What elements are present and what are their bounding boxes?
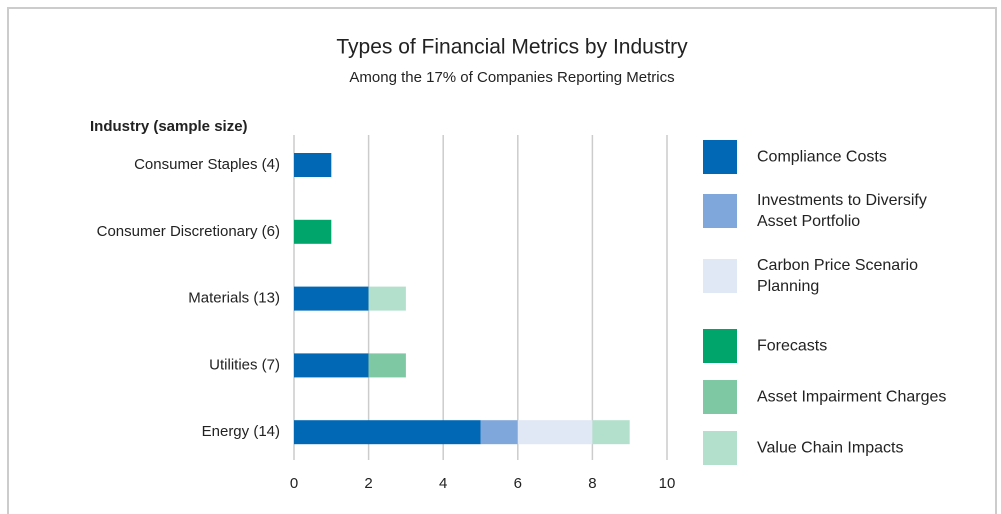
bar-segment xyxy=(517,420,593,445)
x-tick-label: 6 xyxy=(514,475,522,492)
legend-swatch xyxy=(703,259,737,293)
x-tick-label: 4 xyxy=(439,475,447,492)
y-tick-label: Materials (13) xyxy=(188,290,280,307)
bar-segment xyxy=(294,420,481,445)
bar-segment xyxy=(480,420,518,445)
bar-segment xyxy=(294,353,369,378)
legend-label: Value Chain Impacts xyxy=(757,439,904,457)
x-tick-label: 2 xyxy=(364,475,372,492)
x-tick-label: 8 xyxy=(588,475,596,492)
legend-label: Compliance Costs xyxy=(757,148,887,166)
bar-segment xyxy=(294,153,332,177)
bar-segment xyxy=(368,286,406,311)
chart-subtitle: Among the 17% of Companies Reporting Met… xyxy=(349,69,674,86)
legend-label: Asset Impairment Charges xyxy=(757,388,947,406)
y-tick-label: Consumer Staples (4) xyxy=(134,156,280,173)
legend-label: Investments to Diversify Asset Portfolio xyxy=(757,192,927,230)
x-tick-label: 0 xyxy=(290,475,298,492)
bar-segment xyxy=(294,286,369,311)
y-tick-label: Utilities (7) xyxy=(209,356,280,373)
x-tick-label: 10 xyxy=(659,475,676,492)
legend-label: Forecasts xyxy=(757,337,828,355)
bar-segment xyxy=(592,420,630,445)
legend-swatch xyxy=(703,140,737,174)
chart-title: Types of Financial Metrics by Industry xyxy=(336,36,688,59)
legend-swatch xyxy=(703,194,737,228)
y-tick-label: Energy (14) xyxy=(202,423,280,440)
legend-swatch xyxy=(703,329,737,363)
bar-segment xyxy=(294,219,332,244)
legend-swatch xyxy=(703,380,737,414)
legend-swatch xyxy=(703,431,737,465)
frame xyxy=(7,7,997,514)
y-axis-label: Industry (sample size) xyxy=(90,118,248,135)
legend-label: Carbon Price Scenario Planning xyxy=(757,257,918,295)
y-tick-label: Consumer Discretionary (6) xyxy=(97,223,280,240)
bar-segment xyxy=(368,353,406,378)
